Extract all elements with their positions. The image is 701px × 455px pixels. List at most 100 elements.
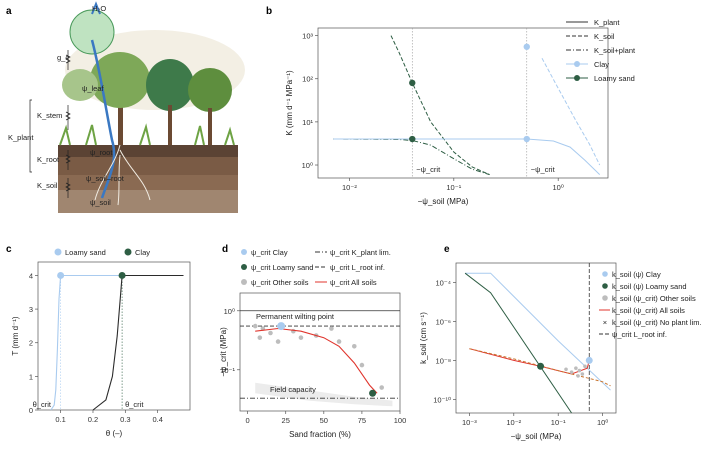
panel-e-legend-label: k_soil (ψ) Clay [612,270,661,279]
panel-d-xtick-label: 75 [358,416,366,425]
panel-d-legend-label: ψ_crit K_plant lim. [330,248,391,257]
label-psi-root: ψ_root [90,148,113,157]
panel-d-hline-label: Field capacity [270,385,316,394]
panel-d-other-soil-point [268,330,273,336]
panel-e-series-line [469,348,590,375]
tree-crown-main [90,52,150,108]
panel-d-legend-label: ψ_crit All soils [330,278,377,287]
panel-a-letter: a [6,6,12,17]
panel-b-legend-label: Clay [594,60,609,69]
panel-d-legend-label: ψ_crit Clay [251,248,288,257]
label-ksoil: K_soil [37,181,58,190]
panel-d-other-soil-point [379,385,385,390]
panel-b-xtick-label: 10⁰ [553,183,564,192]
panel-e-series-line [469,348,611,387]
resistor-kstem-icon [65,105,71,130]
panel-c-ytick-label: 0 [29,406,33,415]
panel-d-legend-marker [241,249,247,255]
panel-e-legend-label: k_soil (ψ) Loamy sand [612,282,687,291]
leaf-zoom-icon [69,9,115,55]
panel-d-other-soil-point [351,343,357,349]
panel-b-legend-label: K_soil+plant [594,46,636,55]
panel-d-other-soil-point [298,335,304,340]
panel-e-legend-marker: × [603,318,607,327]
panel-c-legend-label: Loamy sand [65,248,106,257]
panel-d-other-soil-point [252,323,258,329]
panel-e-legend-marker [602,283,608,289]
panel-e-other-soil-point [580,372,585,376]
panel-d: d 0 25 50 75 100 10⁻¹ 10⁰ Sand fraction (%) −ψ_c… [219,244,406,439]
panel-b-xtick-label: 10⁻² [342,183,357,192]
panel-d-xtick-label: 25 [282,416,290,425]
panel-b-annotation: −ψ_crit [416,165,441,174]
panel-b-legend-marker [574,75,580,81]
panel-e-legend-label: k_soil (ψ_crit) All soils [612,306,685,315]
panel-e-ylabel: k_soil (cm s⁻¹) [419,312,428,364]
panel-e-other-soil-point [564,367,568,372]
panel-e-ytick-label: 10⁻⁶ [436,317,451,326]
panel-b-series-line [390,35,490,176]
kplant-bracket [29,99,32,173]
panel-d-other-soil-point [257,335,263,340]
panel-b-legend-label: K_soil [594,32,615,41]
panel-b-marker [523,43,530,50]
soil-topsoil [58,145,238,157]
panel-c-ytick-label: 2 [29,339,33,348]
panel-e-series-line [465,272,611,391]
label-kroot: K_root [37,155,60,164]
root-system [94,144,151,206]
panel-b-marker [523,135,530,143]
panel-c-series-line [50,274,126,411]
panel-e-legend-marker [602,295,608,301]
panel-b-marker [409,79,416,87]
tree-crown-right [188,68,232,112]
panel-c-xlabel: θ (–) [106,429,123,438]
panel-c-xtick-label: 0.1 [55,415,65,424]
tree-trunk-dark [168,105,172,145]
panel-d-other-soil-point [336,339,342,344]
panel-e-legend-marker [602,271,608,277]
panel-d-letter: d [222,244,228,255]
label-psi-soil: ψ_soil [90,198,111,207]
panel-d-ytick-label: 10⁰ [224,307,235,316]
panel-c-plot-frame [37,261,191,411]
panel-d-hline-label: Permanent wilting point [256,312,335,321]
panel-e-xtick-label: 10⁻¹ [551,418,566,427]
panel-c-legend-label: Clay [135,248,150,257]
panel-e-xtick-label: 10⁻³ [462,418,477,427]
panel-d-legend-label: ψ_crit L_root inf. [330,263,385,272]
panel-b-legend-label: K_plant [594,18,620,27]
panel-b-plot-frame [317,27,609,179]
tree-crown-dark [146,59,194,111]
panel-e-legend-label: k_soil (ψ_crit) Other soils [612,294,696,303]
panel-c-legend-marker [54,248,62,256]
panel-b-series-line [541,57,601,166]
panel-e-other-soil-point [583,364,587,369]
panel-e-other-soil-point [576,374,580,378]
label-psi-soil-root: ψ_soil–root [86,174,125,183]
panel-c-xtick-label: 0.3 [120,415,130,424]
grass-tufts [59,123,235,146]
shrub-left [62,69,98,101]
panel-d-xtick-label: 0 [246,416,250,425]
panel-d-legend-label: ψ_crit Loamy sand [251,263,313,272]
panel-e-ytick-label: 10⁻¹⁰ [433,395,451,404]
panel-b-xlabel: −ψ_soil (MPa) [418,197,469,206]
panel-c-marker [118,271,126,279]
panel-b-ytick-label: 10¹ [302,118,313,127]
panel-e: e 10⁻³ 10⁻² 10⁻¹ 10⁰ 10⁻¹⁰ 10⁻⁸ 10⁻⁶ 10⁻⁴ −ψ_soi… [419,244,701,441]
panel-b-ylabel: K (mm d⁻¹ MPa⁻¹) [285,70,294,136]
tree-trunk-main [118,90,123,145]
panel-e-other-soil-point [569,370,574,374]
panel-d-legend-marker [241,264,247,270]
panel-c-annotation: θ_crit [33,400,52,409]
panel-e-other-soil-point [574,366,578,370]
panel-c-annotation: θ_crit [125,400,144,409]
panel-d-loamy-sand-marker [369,389,377,397]
panel-d-xtick-label: 100 [394,416,407,425]
panel-e-other-soil-point [577,368,582,373]
panel-a: a H₂O g_c K_stem K_plant K_root K_soil ψ… [6,1,245,213]
panel-b: b 10⁻² 10⁻¹ 10⁰ 10⁰ 10¹ 10² 10³ −ψ_soil (MPa) K … [266,6,636,206]
panel-e-xlabel: −ψ_soil (MPa) [511,432,562,441]
